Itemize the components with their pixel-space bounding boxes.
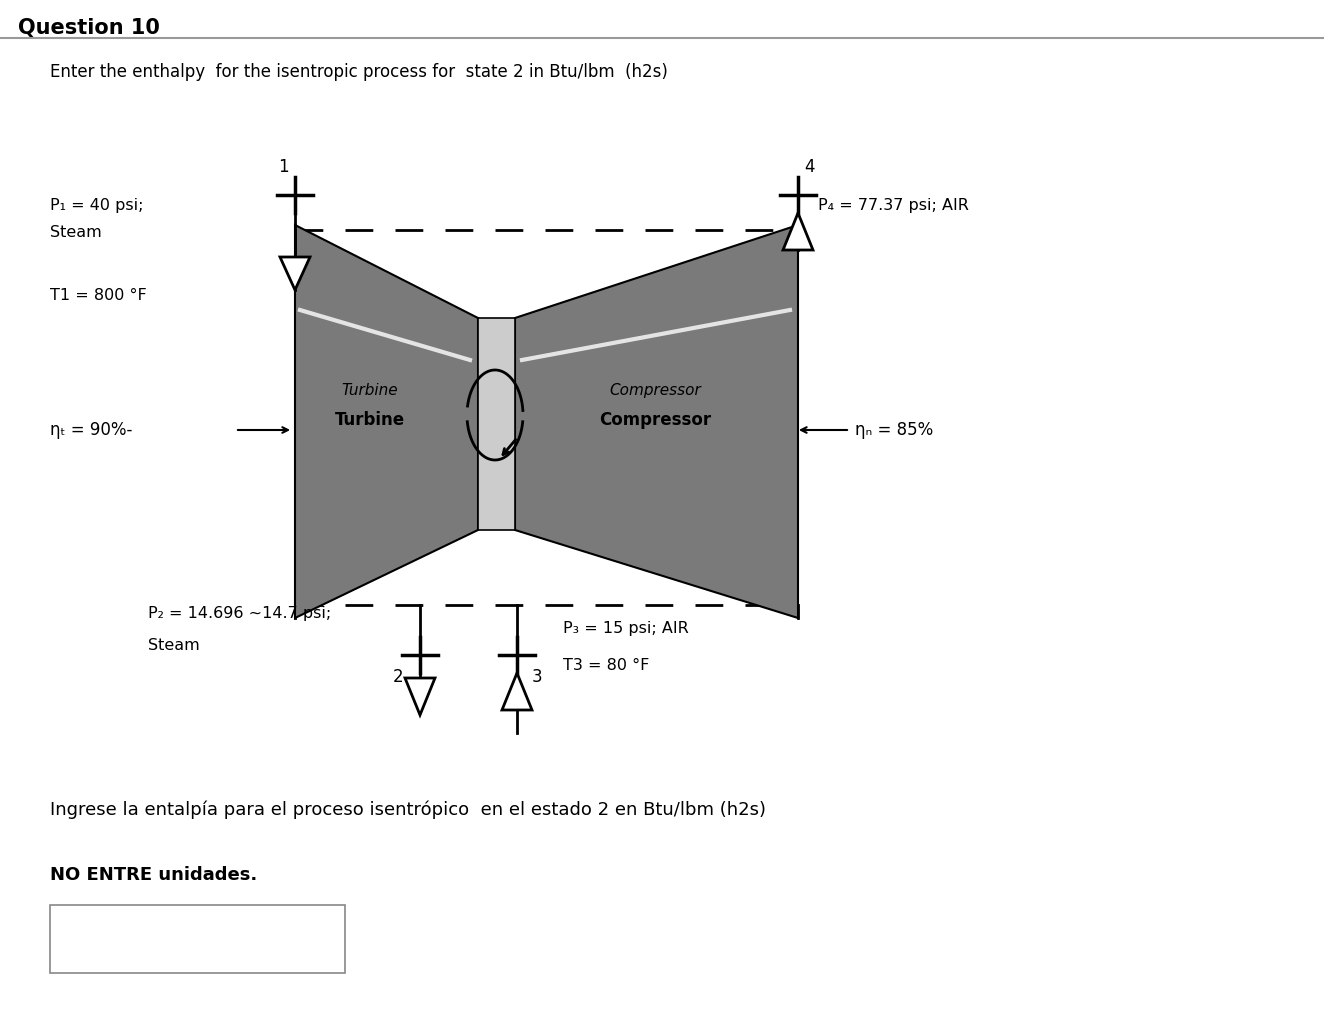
- Polygon shape: [295, 225, 478, 618]
- Text: Turbine: Turbine: [342, 382, 399, 398]
- Text: Ingrese la entalpía para el proceso isentrópico  en el estado 2 en Btu/lbm (h2s): Ingrese la entalpía para el proceso isen…: [50, 801, 767, 820]
- Bar: [478, 318, 515, 530]
- Text: Compressor: Compressor: [598, 411, 711, 429]
- Polygon shape: [515, 225, 798, 618]
- Text: NO ENTRE unidades.: NO ENTRE unidades.: [50, 866, 257, 884]
- Polygon shape: [405, 678, 436, 715]
- Text: Question 10: Question 10: [19, 18, 160, 38]
- Text: ηₜ = 90%-: ηₜ = 90%-: [50, 421, 132, 439]
- Text: 4: 4: [805, 158, 816, 176]
- Polygon shape: [782, 213, 813, 250]
- Polygon shape: [502, 673, 532, 710]
- Text: 1: 1: [278, 158, 289, 176]
- Text: 3: 3: [532, 668, 543, 686]
- Text: Steam: Steam: [50, 225, 102, 239]
- Text: ηₙ = 85%: ηₙ = 85%: [855, 421, 933, 439]
- Text: 2: 2: [393, 668, 404, 686]
- Text: P₁ = 40 psi;: P₁ = 40 psi;: [50, 197, 143, 213]
- FancyBboxPatch shape: [50, 905, 346, 973]
- Text: Steam: Steam: [148, 638, 200, 652]
- Text: Compressor: Compressor: [609, 382, 700, 398]
- Text: P₄ = 77.37 psi; AIR: P₄ = 77.37 psi; AIR: [818, 197, 969, 213]
- Text: P₂ = 14.696 ~14.7 psi;: P₂ = 14.696 ~14.7 psi;: [148, 605, 331, 620]
- Text: Enter the enthalpy  for the isentropic process for  state 2 in Btu/lbm  (h2s): Enter the enthalpy for the isentropic pr…: [50, 63, 667, 81]
- Polygon shape: [279, 257, 310, 290]
- Text: Turbine: Turbine: [335, 411, 405, 429]
- Text: T3 = 80 °F: T3 = 80 °F: [563, 657, 649, 672]
- Text: T1 = 800 °F: T1 = 800 °F: [50, 287, 147, 303]
- Text: P₃ = 15 psi; AIR: P₃ = 15 psi; AIR: [563, 620, 688, 636]
